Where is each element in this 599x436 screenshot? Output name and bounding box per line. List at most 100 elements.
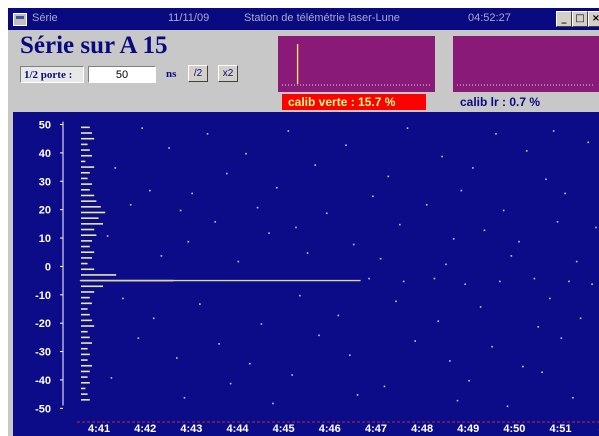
noise-point	[372, 195, 374, 198]
noise-point	[395, 300, 397, 303]
noise-point	[141, 127, 143, 129]
noise-point	[533, 277, 536, 280]
noise-point	[549, 297, 551, 300]
histogram-bar	[81, 308, 88, 310]
histogram-bar	[81, 347, 88, 350]
noise-point	[114, 167, 117, 169]
histogram-bar	[81, 359, 88, 361]
noise-point	[137, 337, 140, 339]
maximize-button[interactable]: □	[572, 11, 588, 27]
noise-point	[249, 362, 251, 365]
residuals-scatter: 50 40 30 20 10 0 -10 -20 -30 -40 -50 4:41 4:42 4:43 4:…	[35, 120, 599, 435]
noise-point	[568, 280, 570, 283]
x-tick-label: 4:42	[134, 423, 156, 435]
noise-point	[345, 144, 347, 146]
histogram-bar	[81, 194, 95, 197]
app-icon[interactable]	[13, 13, 27, 26]
noise-point	[456, 399, 459, 402]
histogram-bar	[81, 274, 117, 276]
noise-point	[229, 382, 232, 385]
histogram-bar	[81, 137, 95, 140]
histogram-bar	[81, 200, 97, 202]
x-tick-label: 4:48	[411, 423, 433, 435]
histogram-bar	[81, 228, 95, 231]
noise-point	[564, 192, 566, 195]
noise-point	[510, 255, 513, 257]
minimize-button[interactable]: _	[556, 11, 572, 27]
noise-point	[183, 396, 186, 399]
noise-point	[325, 212, 328, 215]
title-station: Station de télémétrie laser-Lune	[244, 12, 400, 24]
noise-point	[445, 263, 447, 266]
noise-point	[449, 360, 451, 362]
noise-point	[472, 167, 474, 169]
x-tick-label: 4:47	[365, 423, 387, 435]
x-tick-label: 4:50	[503, 423, 525, 435]
histogram-bar	[81, 183, 92, 185]
double-gate-button[interactable]: x2	[218, 65, 238, 82]
histogram-bar	[81, 240, 92, 242]
noise-point	[441, 155, 443, 158]
histogram-bar	[81, 132, 92, 134]
y-tick-label: -10	[35, 290, 51, 302]
noise-point	[275, 186, 278, 189]
noise-point	[545, 178, 547, 181]
noise-point	[399, 223, 401, 226]
x-tick-label: 4:43	[180, 423, 202, 435]
y-tick-label: -30	[35, 347, 51, 359]
noise-point	[468, 379, 470, 382]
histogram-bar	[81, 381, 90, 384]
gate-input[interactable]: 50	[88, 66, 156, 83]
close-icon: ×	[591, 13, 599, 24]
noise-point	[460, 189, 463, 192]
noise-point	[295, 226, 297, 229]
noise-point	[572, 396, 574, 399]
title-bar[interactable]: Série 11/11/09 Station de télémétrie las…	[8, 8, 599, 30]
noise-point	[495, 133, 497, 135]
noise-point	[214, 221, 217, 223]
noise-point	[291, 374, 293, 376]
histogram-bar	[81, 342, 92, 344]
histogram-bar	[81, 291, 95, 293]
histogram-bar	[81, 217, 99, 219]
halve-gate-button[interactable]: /2	[188, 65, 208, 82]
histogram-bar	[81, 251, 95, 254]
noise-point	[352, 243, 355, 246]
histogram-bar	[81, 160, 86, 163]
noise-point	[218, 343, 220, 345]
histogram-bar	[81, 262, 88, 265]
histogram-bar	[81, 166, 95, 168]
noise-point	[337, 314, 340, 317]
noise-point	[525, 150, 528, 152]
mini-bar	[296, 44, 299, 85]
y-tick-label: 30	[39, 176, 51, 188]
noise-point	[191, 192, 193, 195]
noise-point	[179, 209, 182, 212]
y-tick-label: 0	[45, 261, 51, 273]
lr-calibration-histogram	[453, 36, 599, 92]
noise-point	[175, 357, 178, 359]
histogram-bar	[81, 353, 90, 356]
histogram-bar	[81, 245, 90, 248]
close-button[interactable]: ×	[588, 11, 599, 27]
noise-point	[306, 252, 309, 254]
y-tick-label: 20	[39, 205, 51, 217]
noise-point	[591, 283, 593, 286]
noise-point	[152, 317, 155, 320]
noise-point	[260, 323, 263, 325]
noise-point	[387, 175, 390, 178]
histogram-bar	[81, 211, 106, 214]
histogram-bar	[81, 206, 101, 208]
histogram-bar	[81, 257, 92, 259]
noise-point	[506, 405, 509, 408]
noise-point	[122, 297, 124, 300]
histogram-bar	[81, 313, 90, 316]
noise-point	[110, 377, 113, 379]
y-tick-label: -50	[35, 403, 51, 415]
noise-point	[318, 334, 320, 337]
y-tick-label: 40	[39, 148, 51, 160]
histogram-bar	[81, 387, 86, 390]
histogram-bar	[81, 296, 90, 299]
noise-point	[268, 232, 270, 234]
residuals-plot: 50 40 30 20 10 0 -10 -20 -30 -40 -50 4:41 4:42 4:43 4:…	[13, 112, 599, 436]
